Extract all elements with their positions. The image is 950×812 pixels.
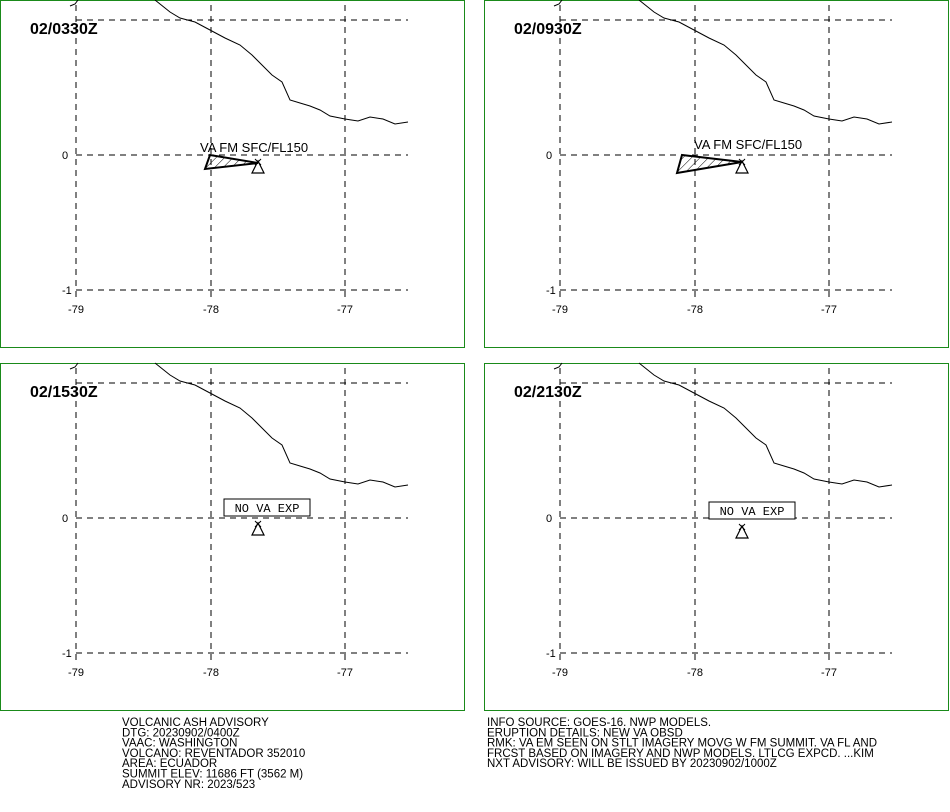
volcano-symbol [738,523,746,531]
advisory-line: DTG: 20230902/0400Z [122,727,240,739]
lat-label: 0 [546,150,552,162]
label-box [223,498,311,517]
coastline [553,0,563,7]
lon-label: -79 [552,667,568,679]
lon-label: -77 [821,667,837,679]
volcano-symbol [251,521,265,536]
advisory-line: NXT ADVISORY: WILL BE ISSUED BY 20230902… [487,758,777,770]
panel-border [0,0,465,348]
advisory-line: ERUPTION DETAILS: NEW VA OBSD [487,727,683,739]
coastline [154,362,409,488]
volcano-symbol [251,159,265,174]
advisory-line: AREA: ECUADOR [122,758,217,770]
volcano-symbol [254,520,262,528]
lon-label: -77 [337,667,353,679]
map-panel: 0 -1 -79 -78 -77 02/1530Z NO VA EXP [0,362,465,711]
lon-label: -79 [68,304,84,316]
lat-label: -1 [546,285,556,297]
coastline [553,362,563,370]
lat-label: -1 [546,648,556,660]
lon-label: -78 [203,304,219,316]
valid-time: 02/1530Z [30,384,98,401]
label-box [708,501,796,520]
lat-label: 0 [546,513,552,525]
valid-time: 02/2130Z [514,384,582,401]
ash-label: VA FM SFC/FL150 [200,140,308,155]
advisory-line: RMK: VA EM SEEN ON STLT IMAGERY MOVG W F… [487,738,877,750]
ash-cloud [675,153,743,175]
coastline [69,0,79,7]
lon-label: -79 [552,304,568,316]
lon-label: -78 [687,304,703,316]
lat-label: 0 [62,150,68,162]
lon-label: -77 [337,304,353,316]
lat-label: 0 [62,513,68,525]
panel-border [484,363,949,711]
advisory-line: VAAC: WASHINGTON [122,738,237,750]
coastline [638,362,893,488]
lon-label: -79 [68,667,84,679]
coastline [638,0,893,125]
no-ash-label: NO VA EXP [235,502,300,516]
volcano-symbol [254,158,262,166]
volcano-symbol [735,159,749,174]
volcano-symbol [735,524,749,539]
lon-label: -78 [203,667,219,679]
map-panel: 0 -1 -79 -78 -77 02/0330Z VA FM SFC/FL150 [0,0,465,348]
coastline [69,362,79,370]
panel-border [484,0,949,348]
advisory-line: VOLCANIC ASH ADVISORY [122,717,269,729]
lat-label: -1 [62,648,72,660]
coastline [154,0,409,125]
lon-label: -77 [821,304,837,316]
lat-label: -1 [62,285,72,297]
volcano-symbol [738,158,746,166]
map-panel: 0 -1 -79 -78 -77 02/0930Z VA FM SFC/FL150 [484,0,949,348]
advisory-line: ADVISORY NR: 2023/523 [122,779,255,791]
advisory-line: SUMMIT ELEV: 11686 FT (3562 M) [122,769,303,781]
map-panel: 0 -1 -79 -78 -77 02/2130Z NO VA EXP [484,362,949,711]
advisory-line: VOLCANO: REVENTADOR 352010 [122,748,305,760]
advisory-line: INFO SOURCE: GOES-16. NWP MODELS. [487,717,711,729]
valid-time: 02/0930Z [514,21,582,38]
advisory-line: FRCST BASED ON IMAGERY AND NWP MODELS. L… [487,748,874,760]
panel-border [0,363,465,711]
lon-label: -78 [687,667,703,679]
ash-cloud [203,153,259,171]
valid-time: 02/0330Z [30,21,98,38]
no-ash-label: NO VA EXP [720,505,785,519]
ash-label: VA FM SFC/FL150 [694,137,802,152]
